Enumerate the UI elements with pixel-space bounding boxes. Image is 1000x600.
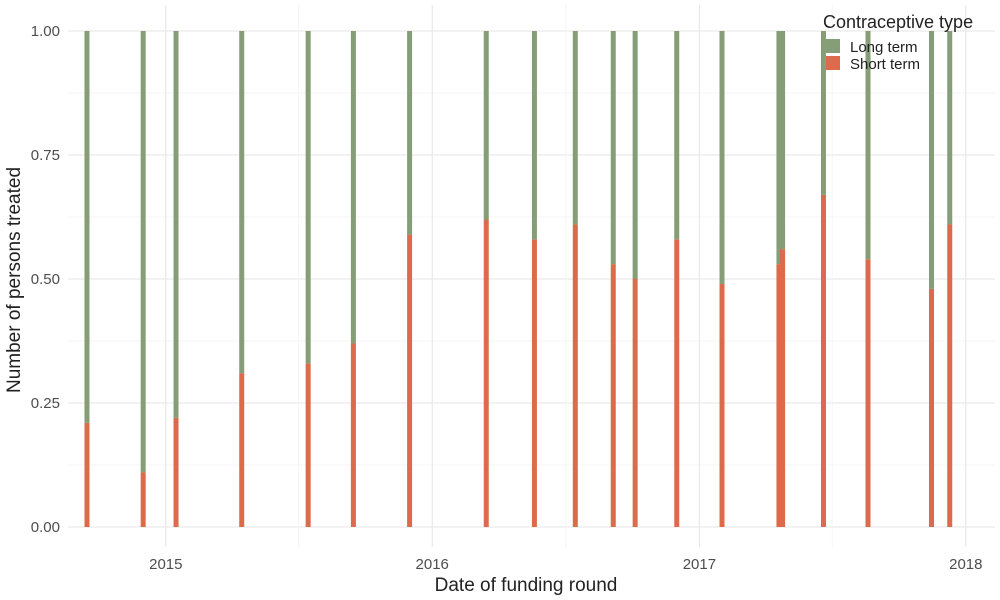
bar-short-term — [719, 283, 725, 527]
bar-short-term — [239, 373, 245, 527]
y-tick-label: 0.50 — [31, 271, 60, 288]
bar-long-term — [719, 31, 725, 284]
legend-label-long-term: Long term — [850, 39, 918, 56]
bar-short-term — [674, 239, 680, 527]
x-tick-label: 2016 — [416, 556, 449, 573]
bar-short-term — [305, 363, 311, 527]
legend-swatch-short-term — [826, 56, 840, 70]
bar-short-term — [780, 249, 786, 528]
bar-long-term — [572, 31, 578, 225]
legend-label-short-term: Short term — [850, 56, 920, 73]
bar-long-term — [632, 31, 638, 279]
bar-short-term — [84, 422, 90, 527]
bar-long-term — [531, 31, 537, 240]
bar-long-term — [305, 31, 311, 364]
x-tick-label: 2017 — [683, 556, 716, 573]
bar-long-term — [239, 31, 245, 374]
y-tick-label: 0.25 — [31, 395, 60, 412]
bar-short-term — [776, 264, 782, 527]
legend-title: Contraceptive type — [823, 12, 973, 32]
bar-long-term — [84, 31, 90, 423]
x-axis: 2015 2016 2017 2018 — [149, 556, 982, 573]
bars — [84, 31, 953, 528]
y-tick-label: 0.00 — [31, 519, 60, 536]
bar-long-term — [173, 31, 179, 418]
bar-long-term — [865, 31, 871, 260]
bar-long-term — [140, 31, 146, 473]
x-tick-label: 2015 — [149, 556, 182, 573]
bar-short-term — [350, 343, 356, 527]
x-axis-title: Date of funding round — [435, 575, 618, 596]
y-tick-label: 1.00 — [31, 23, 60, 40]
bar-long-term — [350, 31, 356, 344]
bar-long-term — [820, 31, 826, 195]
y-axis-title: Number of persons treated — [4, 167, 25, 393]
bar-long-term — [780, 31, 786, 250]
bar-long-term — [947, 31, 953, 225]
bar-long-term — [483, 31, 489, 220]
bar-long-term — [928, 31, 934, 289]
bar-short-term — [483, 219, 489, 528]
bar-short-term — [632, 279, 638, 527]
legend: Contraceptive type Long term Short term — [823, 12, 973, 73]
bar-short-term — [928, 288, 934, 527]
bar-long-term — [776, 31, 782, 265]
bar-short-term — [407, 234, 413, 528]
legend-swatch-long-term — [826, 39, 840, 53]
bar-short-term — [572, 224, 578, 527]
bar-long-term — [407, 31, 413, 235]
bar-short-term — [947, 224, 953, 527]
x-tick-label: 2018 — [949, 556, 982, 573]
bar-long-term — [674, 31, 680, 240]
y-tick-label: 0.75 — [31, 147, 60, 164]
bar-short-term — [140, 472, 146, 527]
bar-short-term — [820, 194, 826, 527]
bar-long-term — [610, 31, 616, 265]
bar-short-term — [610, 264, 616, 527]
y-axis: 0.00 0.25 0.50 0.75 1.00 — [31, 23, 60, 536]
bar-short-term — [531, 239, 537, 527]
bar-short-term — [173, 417, 179, 527]
bar-short-term — [865, 259, 871, 527]
grid-lines — [68, 5, 995, 547]
